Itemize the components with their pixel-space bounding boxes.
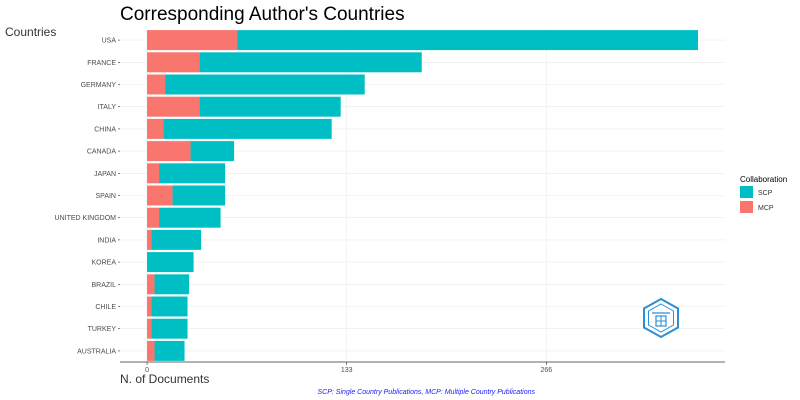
y-tick-label-united-kingdom: UNITED KINGDOM (55, 215, 117, 222)
bar-mcp-spain (147, 185, 173, 206)
bar-mcp-italy (147, 96, 200, 117)
bar-scp-brazil (154, 274, 190, 295)
legend-swatch-mcp (740, 201, 753, 213)
bar-scp-turkey (151, 318, 188, 339)
bar-scp-france (199, 52, 422, 73)
bar-scp-china (163, 118, 332, 139)
y-tick-label-brazil: BRAZIL (91, 282, 116, 289)
journal-logo-icon (643, 297, 679, 339)
y-tick-label-australia: AUSTRALIA (77, 348, 116, 355)
x-tick-label-2: 266 (541, 367, 553, 374)
bar-scp-united-kingdom (159, 207, 221, 228)
y-tick-label-usa: USA (102, 38, 117, 45)
bar-scp-spain (172, 185, 226, 206)
x-tick-label-0: 0 (145, 367, 149, 374)
bar-mcp-india (147, 229, 152, 250)
bar-mcp-united-kingdom (147, 207, 160, 228)
bar-mcp-brazil (147, 274, 155, 295)
bar-mcp-canada (147, 141, 191, 162)
y-tick-label-turkey: TURKEY (88, 326, 117, 333)
chart-caption: SCP: Single Country Publications, MCP: M… (318, 389, 536, 396)
y-tick-label-italy: ITALY (98, 104, 117, 111)
bar-scp-germany (165, 74, 365, 95)
y-tick-label-germany: GERMANY (81, 82, 117, 89)
y-tick-label-chile: CHILE (95, 304, 116, 311)
x-axis-title: N. of Documents (120, 372, 209, 386)
x-tick-label-1: 133 (341, 367, 353, 374)
bar-mcp-usa (147, 30, 238, 51)
legend-swatch-scp (740, 186, 753, 198)
y-tick-label-canada: CANADA (87, 149, 117, 156)
legend-label-scp: SCP (758, 190, 773, 197)
bar-scp-italy (199, 96, 341, 117)
bar-mcp-germany (147, 74, 166, 95)
legend: Collaboration SCP MCP (740, 175, 787, 213)
bar-scp-australia (154, 340, 185, 361)
y-tick-label-india: INDIA (97, 237, 116, 244)
legend-label-mcp: MCP (758, 205, 774, 212)
y-tick-label-china: CHINA (94, 126, 116, 133)
axis-layer: USA FRANCE GERMANY ITALY CHINA CANADA JAPAN SPA… (55, 38, 725, 374)
y-axis-title: Countries (5, 25, 56, 39)
bar-scp-korea (147, 252, 194, 273)
y-tick-label-korea: KOREA (91, 260, 116, 267)
bar-mcp-france (147, 52, 200, 73)
bar-mcp-australia (147, 340, 155, 361)
bar-mcp-japan (147, 163, 160, 184)
bar-mcp-chile (147, 296, 152, 317)
y-tick-label-japan: JAPAN (94, 171, 116, 178)
bar-scp-usa (237, 30, 698, 51)
bar-scp-japan (159, 163, 226, 184)
bar-layer (147, 30, 698, 361)
bar-mcp-china (147, 118, 164, 139)
bar-scp-chile (151, 296, 188, 317)
bar-mcp-turkey (147, 318, 152, 339)
y-tick-label-spain: SPAIN (96, 193, 117, 200)
bar-scp-india (151, 229, 202, 250)
bar-scp-canada (190, 141, 235, 162)
chart-title: Corresponding Author's Countries (120, 4, 405, 25)
legend-title: Collaboration (740, 175, 787, 184)
y-tick-label-france: FRANCE (87, 60, 116, 67)
